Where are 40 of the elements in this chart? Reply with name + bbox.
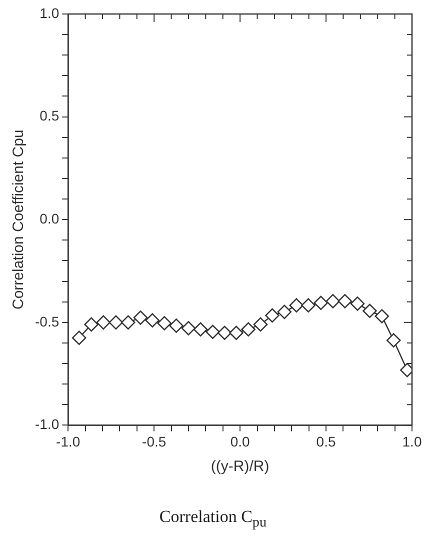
point (108, 315, 124, 330)
point (157, 316, 172, 330)
point (350, 296, 365, 311)
point (84, 317, 98, 332)
point (338, 294, 352, 308)
y-tick-label: 0.5 (40, 108, 60, 124)
point (289, 298, 304, 312)
y-tick-label: -1.0 (35, 416, 60, 432)
point (181, 321, 196, 336)
point (314, 296, 328, 310)
y-axis-title: Correlation Coefficient Cpu (10, 130, 28, 310)
point (96, 315, 111, 330)
x-axis-title: ((y-R)/R) (210, 458, 270, 476)
x-tick-label: 0.5 (316, 433, 336, 450)
point (326, 294, 340, 308)
point (253, 317, 268, 332)
x-tick-label: 1.0 (402, 433, 422, 450)
point (265, 308, 280, 323)
y-tick-label: 1.0 (40, 4, 60, 21)
point (133, 310, 148, 325)
point (386, 333, 401, 348)
point (301, 298, 316, 312)
point (241, 322, 256, 337)
y-tick-label: 0.0 (40, 210, 60, 226)
point (362, 304, 377, 318)
point (72, 330, 86, 345)
point (229, 326, 244, 340)
text: Correlation C$_{pu}$ (158, 507, 268, 532)
x-tick-label: -0.5 (142, 433, 166, 450)
x-tick-label: -1.0 (56, 433, 80, 450)
point (277, 304, 292, 320)
point (217, 326, 232, 340)
point (120, 315, 136, 330)
point (145, 313, 160, 328)
point (374, 309, 390, 324)
point (193, 322, 208, 337)
y-tick-label: -0.5 (35, 313, 60, 330)
x-tick-label: 0.0 (230, 433, 250, 450)
point (206, 324, 220, 340)
point (169, 318, 184, 333)
